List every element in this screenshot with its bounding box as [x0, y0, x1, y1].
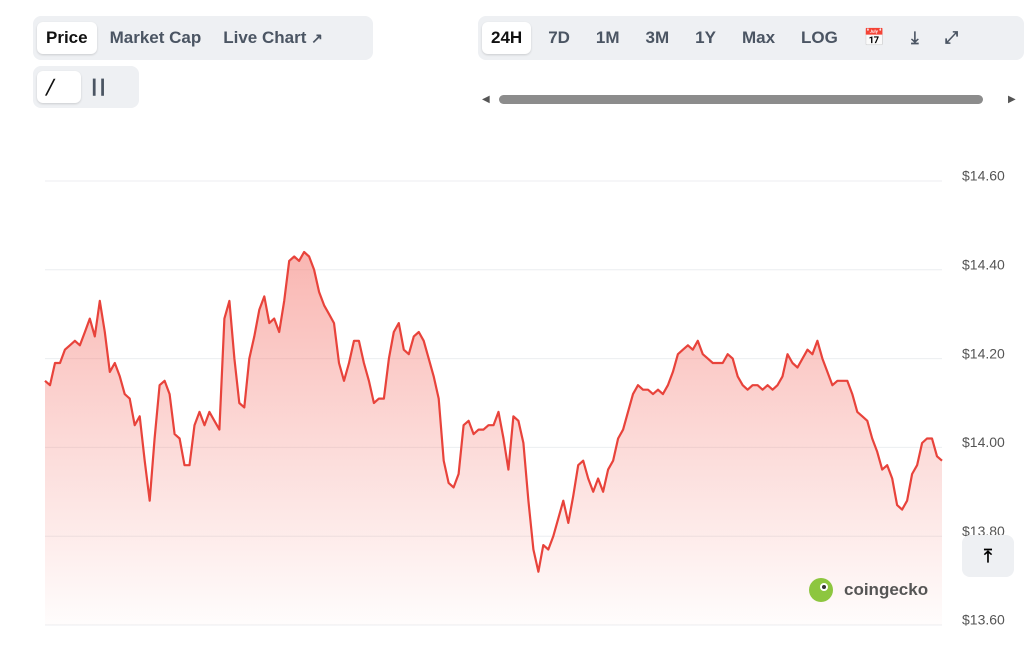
y-tick-label: $14.00: [962, 434, 1005, 450]
y-tick-label: $14.40: [962, 257, 1005, 273]
icon-button[interactable]: ⤢: [944, 28, 959, 47]
tab[interactable]: Live Chart ↗: [223, 28, 323, 47]
scrollbar[interactable]: [499, 95, 983, 104]
line: [44, 250, 943, 573]
icon-button[interactable]: ⤓: [911, 28, 919, 47]
range-group: 24H 7D 1M 3M 1Y Max LOG 📅 ⤓ ⤢: [478, 16, 1024, 60]
y-tick-label: $14.60: [962, 168, 1005, 184]
tab[interactable]: Price: [37, 22, 97, 54]
scroll-left[interactable]: ◀: [482, 94, 490, 105]
tab-label: Live Chart: [223, 28, 307, 47]
y-tick-label: $14.20: [962, 345, 1005, 361]
scroll-right[interactable]: ▶: [1008, 94, 1016, 105]
range-button[interactable]: 24H: [482, 22, 532, 54]
range-button[interactable]: Max: [741, 28, 776, 47]
chart-type-group: ╱ ┃┃: [33, 66, 139, 108]
tab-group: Price Market Cap Live Chart ↗: [33, 16, 373, 60]
tab[interactable]: Market Cap: [109, 28, 202, 47]
line-chart-button[interactable]: ╱: [37, 71, 81, 103]
scroll-top-button[interactable]: ⤒: [962, 535, 1014, 577]
range-button[interactable]: 3M: [645, 28, 670, 47]
range-button[interactable]: 1Y: [695, 28, 716, 47]
logo: [809, 578, 833, 602]
range-button[interactable]: 7D: [548, 28, 570, 47]
area: [45, 252, 942, 625]
icon-button[interactable]: 📅: [863, 28, 886, 47]
candle-chart-button[interactable]: ┃┃: [90, 79, 107, 95]
watermark-text: coingecko: [844, 580, 929, 599]
range-button[interactable]: LOG: [801, 28, 838, 47]
range-button[interactable]: 1M: [595, 28, 620, 47]
watermark: coingecko: [808, 577, 928, 603]
y-tick-label: $13.60: [962, 612, 1005, 628]
